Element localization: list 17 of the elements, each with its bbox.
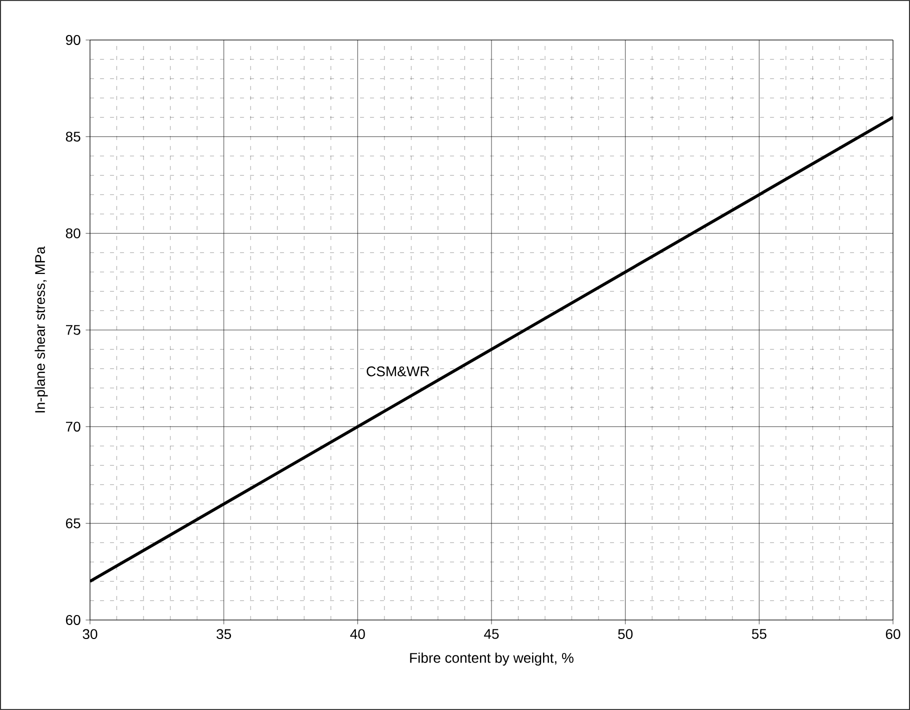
y-tick-label: 90 (66, 35, 80, 45)
y-tick-label: 80 (66, 228, 80, 238)
x-tick-label: 55 (752, 629, 766, 639)
y-tick-label: 85 (66, 132, 80, 142)
x-axis-title: Fibre content by weight, % (410, 652, 574, 666)
y-tick-label: 75 (66, 325, 80, 335)
x-tick-label: 60 (886, 629, 900, 640)
y-tick-label: 60 (66, 615, 80, 625)
y-tick-label: 65 (66, 518, 80, 528)
y-tick-label: 70 (66, 422, 80, 432)
y-axis-title: In-plane shear stress, MPa (34, 246, 48, 412)
x-tick-label: 50 (618, 629, 633, 640)
x-tick-label: 30 (82, 629, 98, 640)
x-tick-label: 35 (216, 629, 232, 640)
x-tick-label: 40 (350, 629, 365, 640)
series-label: CSM&WR (366, 366, 430, 376)
x-tick-label: 45 (484, 629, 499, 639)
